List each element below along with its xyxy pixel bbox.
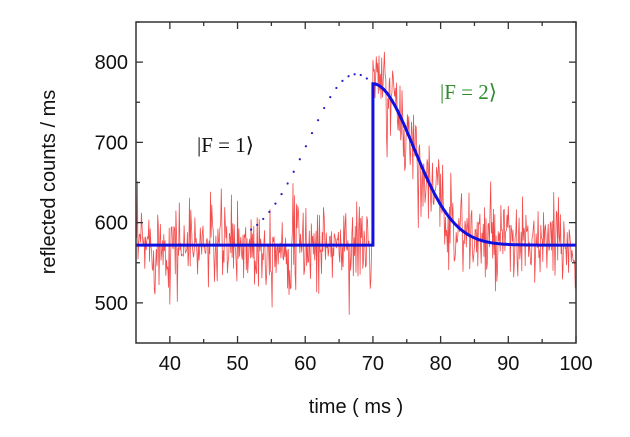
measured-line: [135, 51, 577, 315]
profile-dot: [256, 223, 259, 226]
x-tick-label: 90: [497, 353, 519, 375]
x-tick-label: 40: [159, 353, 181, 375]
data-series-fit: [136, 82, 576, 247]
x-axis-label: time ( ms ): [309, 396, 403, 418]
y-tick-label: 500: [95, 293, 128, 315]
x-tick-label: 100: [559, 353, 592, 375]
profile-dot: [329, 96, 332, 99]
profile-dot: [316, 119, 320, 122]
data-series-f1-profile: [249, 73, 368, 231]
profile-dot: [323, 106, 326, 110]
profile-dot: [304, 145, 308, 148]
x-tick-label: 60: [294, 353, 316, 375]
profile-dot: [347, 75, 350, 78]
profile-dot: [341, 79, 344, 82]
profile-dot: [274, 202, 277, 205]
y-tick-labels: 500 600 700 800: [95, 52, 128, 315]
x-tick-label: 80: [429, 353, 451, 375]
profile-dot: [280, 193, 283, 196]
profile-dot: [359, 73, 362, 77]
y-axis-label: reflected counts / ms: [38, 90, 60, 275]
profile-dot: [365, 77, 368, 80]
profile-dot: [262, 217, 265, 221]
x-tick-label: 70: [362, 353, 384, 375]
y-tick-label: 600: [95, 213, 128, 235]
profile-dot: [286, 182, 289, 185]
profile-dot: [310, 131, 314, 135]
x-tick-label: 50: [226, 353, 248, 375]
data-series-measured: [135, 51, 577, 315]
profile-dot: [292, 170, 295, 173]
profile-dot: [298, 158, 301, 161]
annotation-f1: |F = 1⟩: [197, 133, 254, 157]
x-tick-labels: 40 50 60 70 80 90 100: [159, 353, 593, 375]
profile-dot: [249, 228, 253, 231]
axis-ticks: [136, 21, 577, 343]
profile-dot: [353, 73, 356, 76]
profile-dot: [268, 210, 271, 213]
annotation-f2: |F = 2⟩: [440, 80, 497, 104]
y-tick-label: 800: [95, 52, 128, 74]
y-tick-label: 700: [95, 132, 128, 154]
plot-frame: [135, 21, 577, 344]
profile-dot: [335, 86, 338, 90]
